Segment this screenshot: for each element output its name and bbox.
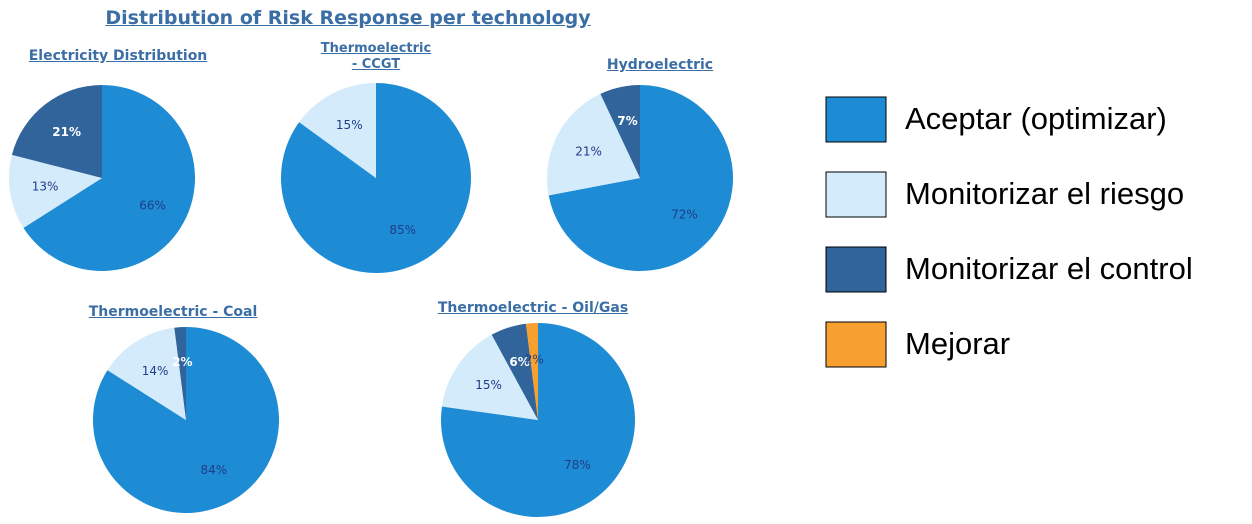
pie-slice [299, 83, 376, 178]
legend-swatch [825, 171, 887, 218]
slice-label: 66% [139, 198, 166, 212]
slice-label: 14% [142, 364, 169, 378]
slice-label: 2% [525, 352, 544, 366]
legend-label: Monitorizar el control [905, 251, 1193, 286]
pie-title: Thermoelectric - Oil/Gas [437, 300, 629, 316]
pie-title: Thermoelectric - CCGT [320, 41, 432, 72]
pie-slice [92, 327, 279, 513]
legend-label: Monitorizar el riesgo [905, 176, 1184, 211]
pie-slice [548, 85, 734, 272]
slice-label: 15% [475, 378, 502, 392]
pie-slice [525, 323, 538, 420]
legend-swatch [825, 321, 887, 368]
slice-label: 85% [389, 223, 416, 237]
pie-slice [547, 93, 640, 196]
pie-slice [9, 154, 103, 228]
slice-label: 13% [32, 180, 59, 194]
pie-slice [174, 327, 186, 420]
legend-label: Aceptar (optimizar) [905, 101, 1167, 136]
slice-label: 6% [509, 355, 529, 369]
pie-slice [23, 85, 195, 272]
pie-slice [600, 85, 640, 178]
pie-slice [11, 85, 102, 178]
legend-swatch [825, 246, 887, 293]
slice-label: 7% [617, 114, 637, 128]
slice-label: 21% [52, 125, 81, 139]
slice-label: 15% [336, 118, 363, 132]
pie-title: Hydroelectric [606, 57, 714, 73]
slice-label: 72% [671, 207, 698, 221]
legend-swatch [825, 96, 887, 143]
pie-slice [491, 323, 538, 420]
pie-title: Thermoelectric - Coal [88, 304, 258, 320]
legend-label: Mejorar [905, 326, 1010, 361]
main-title: Distribution of Risk Response per techno… [105, 7, 591, 29]
pie-slice [441, 334, 538, 420]
pie-title: Electricity Distribution [28, 48, 208, 64]
slice-label: 21% [575, 144, 602, 158]
slice-label: 2% [172, 355, 192, 369]
pie-slice [107, 327, 186, 420]
slice-label: 78% [564, 458, 591, 472]
slice-label: 84% [200, 463, 227, 477]
